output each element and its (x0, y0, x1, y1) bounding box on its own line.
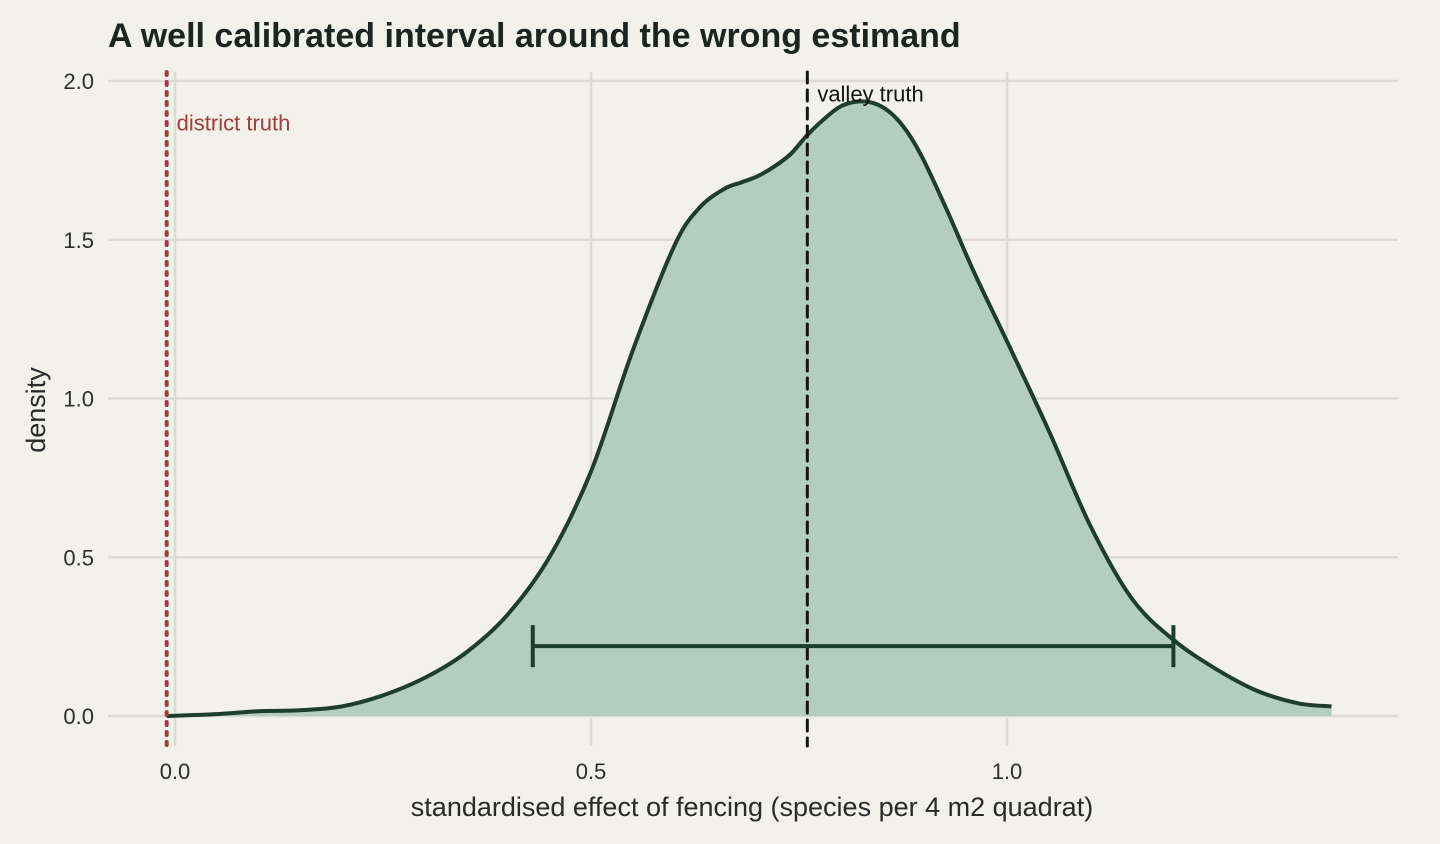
y-tick-label: 0.0 (63, 704, 94, 729)
interval (530, 625, 1176, 668)
valley-truth-label: valley truth (817, 82, 923, 107)
x-axis-title: standardised effect of fencing (species … (411, 792, 1093, 822)
y-tick-label: 2.0 (63, 69, 94, 94)
density-area (166, 101, 1332, 716)
reference-lines: district truth valley truth (164, 70, 924, 748)
x-tick-label: 1.0 (992, 759, 1023, 784)
x-axis-ticks: 0.0 0.5 1.0 (160, 759, 1023, 784)
y-tick-label: 1.5 (63, 228, 94, 253)
district-truth-label: district truth (177, 110, 291, 135)
y-axis-title: density (21, 367, 51, 453)
x-tick-label: 0.0 (160, 759, 191, 784)
chart-title: A well calibrated interval around the wr… (108, 17, 961, 55)
y-tick-label: 0.5 (63, 545, 94, 570)
density-curve (166, 99, 1332, 718)
x-tick-label: 0.5 (576, 759, 607, 784)
y-axis-ticks: 0.0 0.5 1.0 1.5 2.0 (63, 69, 94, 729)
y-tick-label: 1.0 (63, 387, 94, 412)
